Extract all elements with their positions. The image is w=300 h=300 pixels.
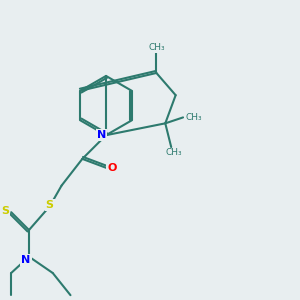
Text: O: O [107, 163, 117, 173]
Text: CH₃: CH₃ [185, 113, 202, 122]
Text: S: S [1, 206, 9, 216]
Text: CH₃: CH₃ [148, 43, 165, 52]
Text: N: N [21, 255, 31, 265]
Text: CH₃: CH₃ [166, 148, 182, 158]
Text: N: N [97, 130, 106, 140]
Text: S: S [46, 200, 54, 210]
